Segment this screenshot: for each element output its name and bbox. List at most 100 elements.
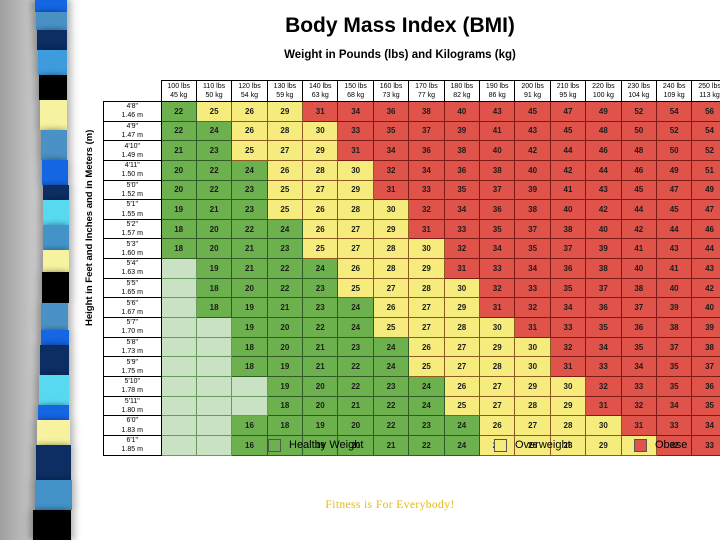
bmi-cell: 26 [372,297,410,319]
bmi-cell: 24 [337,297,374,319]
bmi-cell: 28 [372,238,410,260]
ribbon-segment [39,75,67,100]
bmi-cell: 33 [337,120,374,142]
weight-header-cell: 190 lbs 86 kg [479,80,516,102]
ribbon-segment [41,330,69,345]
ribbon-segment [37,420,70,445]
bmi-cell: 25 [195,101,233,122]
bmi-cell: 47 [655,179,693,201]
bmi-cell: 41 [655,258,693,279]
legend-label: Obese [655,439,688,451]
bmi-cell: 26 [231,101,268,122]
bmi-cell: 38 [408,101,445,122]
bmi-cell: 24 [372,356,410,377]
bmi-cell: 31 [514,317,551,338]
bmi-cell: 29 [302,140,339,161]
bmi-cell: 34 [479,238,516,260]
bmi-cell: 45 [549,120,587,142]
height-header-cell: 5'7" 1.70 m [103,317,162,338]
bmi-cell: 34 [620,356,657,377]
bmi-cell: 29 [408,258,445,279]
bmi-cell: 44 [620,199,657,220]
bmi-cell: 45 [620,179,657,201]
bmi-cell: 27 [443,336,481,358]
bmi-cell: 19 [266,375,304,397]
weight-header-cell: 230 lbs 104 kg [620,80,657,102]
bmi-cell: 30 [372,199,410,220]
bmi-cell: 43 [514,120,551,142]
bmi-cell: 25 [266,179,304,201]
bmi-cell: 33 [549,317,587,338]
bmi-cell: 38 [479,159,516,181]
bmi-cell: 51 [691,159,720,181]
height-header-cell: 5'6" 1.67 m [103,297,162,319]
bmi-cell: 16 [231,434,268,456]
ribbon-segment [35,0,67,12]
bmi-cell: 22 [195,179,233,201]
bmi-cell: 27 [337,238,374,260]
bmi-cell: 26 [302,218,339,240]
bmi-cell: 23 [266,238,304,260]
bmi-cell: 37 [514,218,551,240]
height-header-cell: 5'1" 1.55 m [103,199,162,220]
bmi-cell: 32 [655,434,693,456]
bmi-cell: 26 [231,120,268,142]
bmi-cell: 24 [266,218,304,240]
bmi-cell: 39 [514,179,551,201]
bmi-cell: 38 [549,218,587,240]
height-header-cell: 5'10" 1.78 m [103,375,162,397]
bmi-cell: 38 [620,277,657,299]
legend-label: Healthy Weight [289,439,364,451]
bmi-cell: 24 [337,317,374,338]
weight-header-cell: 220 lbs 100 kg [585,80,622,102]
ribbon-segment [38,50,67,75]
bmi-cell [160,375,197,397]
bmi-cell: 52 [655,120,693,142]
height-header-cell: 5'8" 1.73 m [103,336,162,358]
bmi-cell: 27 [266,140,304,161]
ribbon-segment [41,303,68,330]
bmi-cell: 35 [479,218,516,240]
bmi-cell: 35 [372,120,410,142]
bmi-cell: 42 [549,159,587,181]
bmi-cell: 29 [372,218,410,240]
bmi-cell: 31 [443,258,481,279]
bmi-cell: 18 [231,356,268,377]
bmi-cell: 46 [620,159,657,181]
bmi-cell: 33 [479,258,516,279]
bmi-cell: 23 [231,179,268,201]
page-subtitle: Weight in Pounds (lbs) and Kilograms (kg… [284,49,516,61]
bmi-cell: 30 [514,336,551,358]
bmi-cell: 30 [302,120,339,142]
bmi-cell: 31 [549,356,587,377]
bmi-table: 100 lbs 45 kg 110 lbs 50 kg 120 lbs 54 kg 130 … [103,80,720,456]
bmi-cell: 39 [585,238,622,260]
weight-header-cell: 160 lbs 73 kg [372,80,410,102]
bmi-cell [195,415,233,436]
bmi-cell: 43 [585,179,622,201]
bmi-cell: 37 [585,277,622,299]
bmi-cell: 27 [408,297,445,319]
bmi-cell: 29 [266,101,304,122]
bmi-cell: 20 [302,375,339,397]
ribbon-segment [36,445,71,480]
bmi-cell: 40 [549,199,587,220]
bmi-cell: 37 [479,179,516,201]
bmi-cell [231,395,268,417]
height-header-cell: 4'10" 1.49 m [103,140,162,161]
bmi-cell: 34 [337,101,374,122]
ribbon-segment [43,200,69,225]
bmi-cell: 22 [160,120,197,142]
bmi-cell: 27 [479,395,516,417]
weight-header-cell: 140 lbs 63 kg [302,80,339,102]
bmi-cell: 32 [443,238,481,260]
bmi-cell: 20 [231,277,268,299]
bmi-cell [160,415,197,436]
bmi-cell [195,395,233,417]
table-corner [104,81,162,102]
bmi-cell [160,356,197,377]
bmi-cell: 20 [160,159,197,181]
bmi-cell: 39 [443,120,481,142]
bmi-cell [160,258,197,279]
ribbon-segment [43,250,69,272]
